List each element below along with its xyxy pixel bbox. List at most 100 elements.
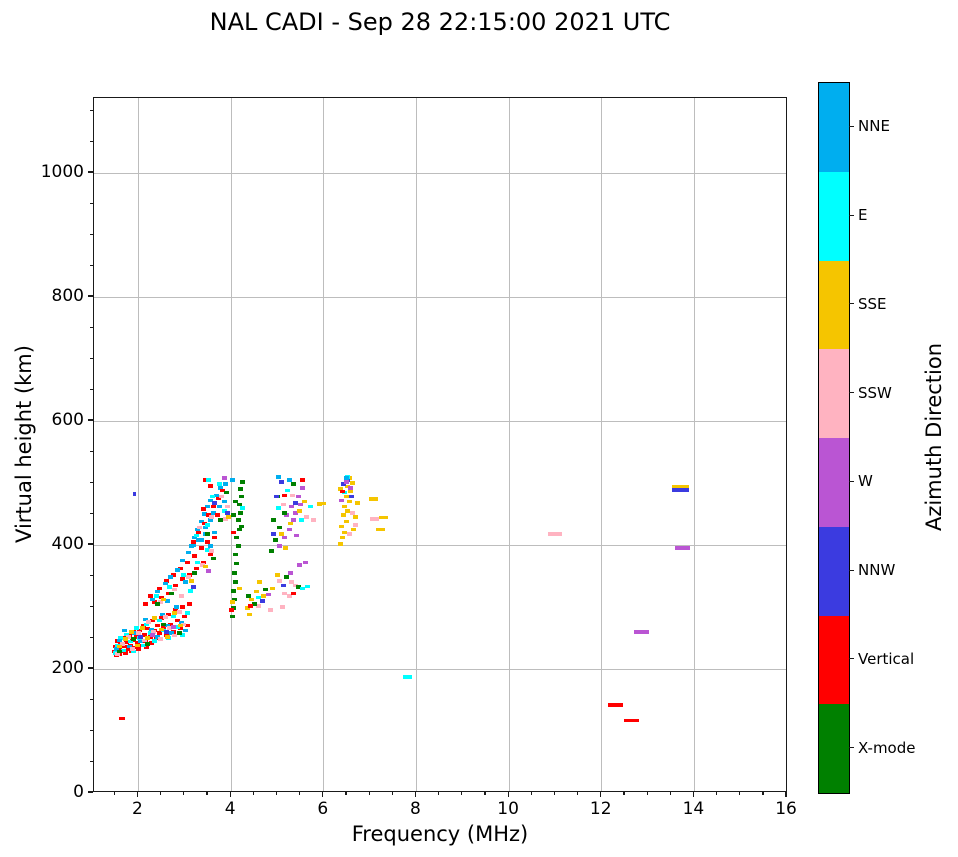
x-tick [692, 792, 694, 797]
data-point [130, 647, 136, 651]
data-point [303, 515, 309, 519]
data-point [132, 631, 138, 635]
data-point [206, 513, 212, 517]
data-point [155, 602, 161, 606]
data-point [131, 637, 137, 641]
data-point [198, 546, 204, 550]
data-point [217, 482, 223, 486]
x-minor-tick [206, 792, 208, 795]
data-point [135, 641, 141, 645]
colorbar-segment-label: NNW [858, 561, 896, 580]
y-tick-label: 1000 [40, 162, 84, 183]
data-point [275, 506, 281, 510]
data-point [215, 496, 221, 501]
data-point [113, 647, 119, 651]
data-point [132, 645, 138, 650]
y-tick [88, 295, 93, 297]
data-point [133, 635, 139, 639]
grid-line-x [693, 98, 695, 791]
y-minor-tick [90, 512, 93, 514]
data-point [146, 620, 152, 624]
data-point [156, 631, 162, 635]
data-point [207, 518, 213, 522]
plot-area [93, 97, 787, 792]
data-point [204, 532, 210, 536]
data-point [207, 484, 213, 488]
data-point [222, 476, 228, 480]
data-point [195, 560, 201, 565]
data-point [177, 626, 183, 631]
data-point [158, 600, 164, 604]
y-minor-tick [90, 357, 93, 359]
data-point [223, 517, 229, 521]
colorbar-segment [819, 171, 849, 261]
data-point [138, 635, 144, 639]
data-point [159, 616, 165, 620]
data-point [251, 602, 257, 606]
y-minor-tick [90, 574, 93, 576]
colorbar-segment-label: NNE [858, 117, 890, 136]
data-point [193, 566, 199, 571]
data-point [280, 583, 286, 588]
data-point [269, 549, 275, 553]
data-point [126, 644, 132, 649]
y-minor-tick [90, 729, 93, 731]
data-point [255, 595, 261, 600]
data-point [234, 535, 240, 540]
y-tick-label: 600 [51, 410, 84, 430]
data-point [144, 645, 150, 650]
x-tick [414, 792, 417, 797]
data-point [172, 587, 178, 592]
data-point [135, 643, 141, 648]
data-point [287, 521, 293, 526]
y-tick-label: 400 [51, 534, 84, 554]
data-point [166, 591, 172, 596]
data-point [291, 518, 297, 522]
data-point [281, 535, 287, 540]
y-minor-tick [90, 698, 93, 700]
data-point [275, 475, 281, 479]
data-point [288, 504, 294, 509]
y-tick [88, 791, 93, 793]
data-point [281, 493, 287, 498]
x-tick-label: 16 [775, 799, 797, 819]
colorbar-tick [849, 392, 854, 394]
data-point [138, 639, 144, 644]
data-point [369, 497, 379, 501]
y-minor-tick [90, 233, 93, 235]
data-point [150, 630, 156, 634]
y-minor-tick [90, 202, 93, 204]
data-point [142, 617, 148, 622]
data-point [233, 580, 239, 584]
x-tick-label: 6 [317, 799, 329, 819]
data-point [124, 640, 130, 645]
data-point [271, 532, 277, 536]
data-point [178, 594, 184, 598]
data-point [232, 571, 238, 575]
data-point [155, 589, 161, 594]
data-point [203, 564, 209, 569]
y-tick [88, 667, 93, 669]
data-point [116, 644, 122, 649]
data-point [184, 611, 190, 615]
data-point [675, 546, 691, 550]
data-point [173, 608, 179, 612]
y-tick-label: 200 [51, 658, 84, 678]
x-minor-tick [669, 792, 671, 795]
data-point [316, 501, 326, 506]
data-point [300, 478, 306, 482]
data-point [191, 554, 197, 558]
data-point [142, 602, 148, 606]
data-point [224, 511, 230, 515]
data-point [199, 563, 205, 567]
x-minor-tick [553, 792, 556, 795]
data-point [301, 499, 307, 504]
data-point [343, 476, 349, 480]
data-point [297, 509, 303, 513]
data-point [370, 517, 380, 521]
data-point [311, 518, 317, 522]
data-point [147, 594, 153, 598]
colorbar-segment [819, 349, 849, 438]
data-point [212, 501, 218, 505]
y-tick [88, 171, 93, 173]
